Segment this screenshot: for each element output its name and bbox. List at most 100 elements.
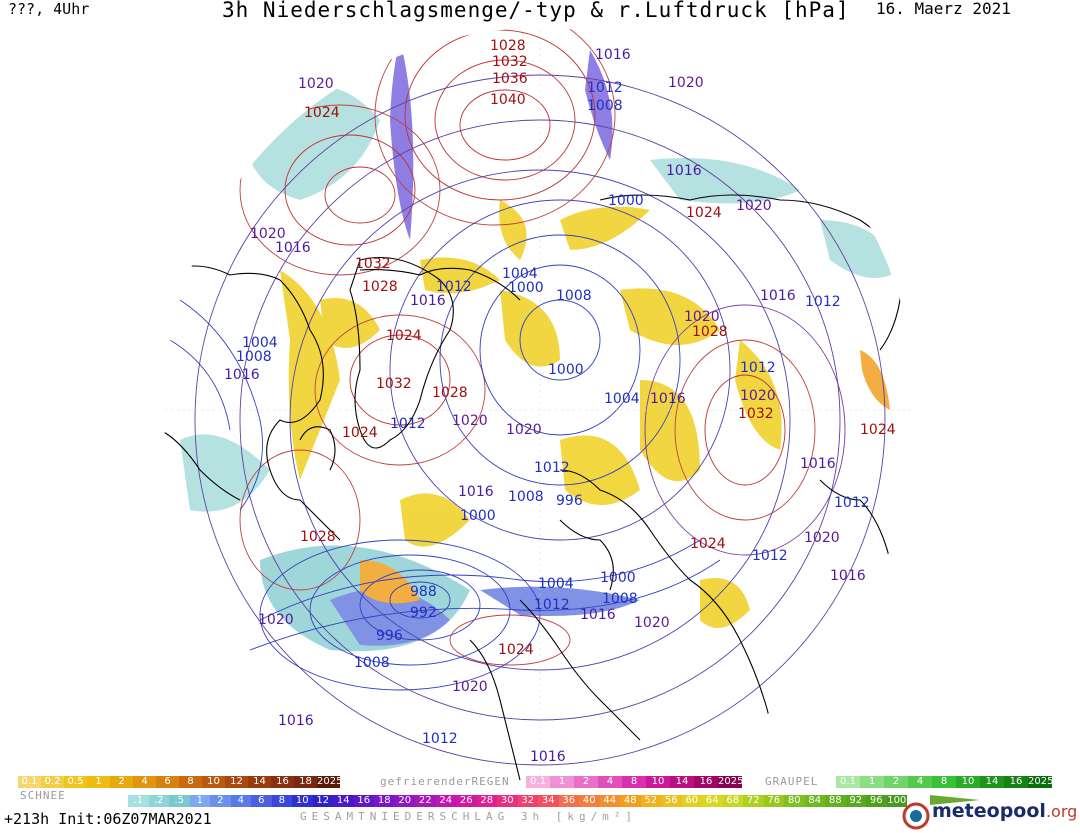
legend-swatch: 68 xyxy=(722,795,743,807)
pressure-label: 1020 xyxy=(736,198,772,214)
legend-swatch: 6 xyxy=(156,776,179,788)
legend-total-arrow xyxy=(930,795,980,805)
pressure-label: 1020 xyxy=(634,615,670,631)
pressure-label: 1020 xyxy=(452,679,488,695)
legend-graupel-label: GRAUPEL xyxy=(765,775,819,788)
legend-swatch: 12 xyxy=(225,776,248,788)
legend-swatch: 64 xyxy=(702,795,723,807)
pressure-label: 1020 xyxy=(740,388,776,404)
pressure-label: 1008 xyxy=(602,591,638,607)
legend-swatch: 1 xyxy=(860,776,884,788)
pressure-label: 992 xyxy=(410,605,437,621)
pressure-label: 1008 xyxy=(508,489,544,505)
pressure-label: 1012 xyxy=(834,495,870,511)
legend-swatch: 10 xyxy=(646,776,670,788)
pressure-label: 1016 xyxy=(580,607,616,623)
pressure-label: 1004 xyxy=(604,391,640,407)
legend-total-precip: .1.2.5 1 2 4 6 8 10 12 14 16 18 20 22 24 26 28 30 32 34 36 4… xyxy=(128,795,907,807)
legend-swatch: 10 xyxy=(292,795,313,807)
meteopool-logo-icon xyxy=(902,802,930,830)
legend-swatch: 84 xyxy=(804,795,825,807)
pressure-label: 1020 xyxy=(452,413,488,429)
legend-swatch: 8 xyxy=(179,776,202,788)
pressure-label: 1032 xyxy=(376,376,412,392)
legend-swatch: 14 xyxy=(248,776,271,788)
legend-swatch: 2025+ xyxy=(317,776,340,788)
legend-swatch: 2 xyxy=(210,795,231,807)
legend-swatch: 18 xyxy=(294,776,317,788)
legend-swatch: 4 xyxy=(230,795,251,807)
pressure-label: 1004 xyxy=(242,335,278,351)
legend-swatch: .2 xyxy=(148,795,169,807)
pressure-label: 1020 xyxy=(684,309,720,325)
pressure-label: 1004 xyxy=(538,576,574,592)
pressure-label: 1020 xyxy=(804,530,840,546)
pressure-label: 1008 xyxy=(556,288,592,304)
pressure-label: 1032 xyxy=(738,406,774,422)
legend-rain-label: gefrierenderREGEN xyxy=(380,775,510,788)
pressure-label: 1012 xyxy=(534,597,570,613)
pressure-label: 1008 xyxy=(354,655,390,671)
legend-swatch: 0.2 xyxy=(41,776,64,788)
legend-swatch: 92 xyxy=(845,795,866,807)
pressure-label: 1000 xyxy=(600,570,636,586)
model-run-info: +213h Init:06Z07MAR2021 xyxy=(4,810,212,828)
pressure-label: 1000 xyxy=(608,193,644,209)
pressure-label: 1012 xyxy=(740,360,776,376)
pressure-label: 1020 xyxy=(298,76,334,92)
pressure-label: 1040 xyxy=(490,92,526,108)
legend-swatch: 26 xyxy=(456,795,477,807)
pressure-label: 1028 xyxy=(300,529,336,545)
pressure-label: 1016 xyxy=(650,391,686,407)
coastlines xyxy=(164,194,901,781)
pressure-label: 1016 xyxy=(458,484,494,500)
brand-tld: .org xyxy=(1045,802,1078,821)
legend-swatch: 8 xyxy=(271,795,292,807)
legend-swatch: 72 xyxy=(743,795,764,807)
pressure-label: 1016 xyxy=(830,568,866,584)
legend-swatch: 36 xyxy=(558,795,579,807)
legend-swatch: 56 xyxy=(661,795,682,807)
valid-date: 16. Maerz 2021 xyxy=(876,0,1011,18)
pressure-label: 1020 xyxy=(506,422,542,438)
legend-swatch: 8 xyxy=(932,776,956,788)
legend-swatch: 22 xyxy=(415,795,436,807)
legend-swatch: 20 xyxy=(394,795,415,807)
legend-swatch: 88 xyxy=(825,795,846,807)
legend-swatch: 52 xyxy=(640,795,661,807)
legend-swatch: 10 xyxy=(956,776,980,788)
pressure-label: 1024 xyxy=(686,205,722,221)
pressure-label: 1000 xyxy=(460,508,496,524)
pressure-label: 1016 xyxy=(760,288,796,304)
pressure-label: 1020 xyxy=(258,612,294,628)
legend-swatch: 80 xyxy=(784,795,805,807)
legend-swatch: 4 xyxy=(908,776,932,788)
legend-swatch: 12 xyxy=(312,795,333,807)
legend-swatch: .5 xyxy=(169,795,190,807)
pressure-label: 1012 xyxy=(587,80,623,96)
pressure-label: 1020 xyxy=(668,75,704,91)
legend-swatch: 6 xyxy=(251,795,272,807)
pressure-label: 1008 xyxy=(236,349,272,365)
legend-swatch: .1 xyxy=(128,795,149,807)
legend-swatch: 48 xyxy=(620,795,641,807)
pressure-label: 1012 xyxy=(390,416,426,432)
pressure-label: 1016 xyxy=(666,163,702,179)
legend-swatch: 1 xyxy=(87,776,110,788)
pressure-label: 1024 xyxy=(498,642,534,658)
total-precip-label: GESAMTNIEDERSCHLAG 3h [kg/m²] xyxy=(300,810,638,823)
meteopool-brand[interactable]: meteopool.org xyxy=(932,800,1077,822)
pressure-label: 1016 xyxy=(278,713,314,729)
legend-swatch: 16 xyxy=(271,776,294,788)
legend-swatch: 40 xyxy=(579,795,600,807)
pressure-label: 1000 xyxy=(548,362,584,378)
pressure-label: 1000 xyxy=(508,280,544,296)
pressure-label: 1012 xyxy=(534,460,570,476)
precip-areas xyxy=(180,40,900,652)
pressure-label: 1032 xyxy=(355,256,391,272)
legend-swatch: 1 xyxy=(189,795,210,807)
pressure-label: 1012 xyxy=(422,731,458,747)
